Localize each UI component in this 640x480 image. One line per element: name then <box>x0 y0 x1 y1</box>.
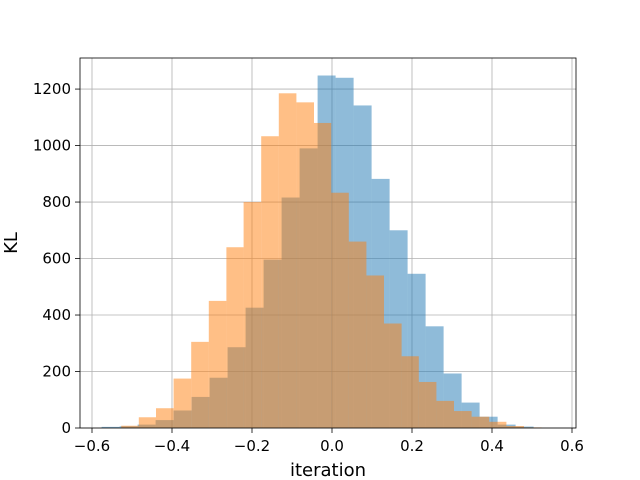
x-tick-label: 0.4 <box>480 437 504 455</box>
y-tick-label: 800 <box>42 193 71 211</box>
histogram-bar-series-2 <box>226 247 244 428</box>
y-tick-label: 400 <box>42 306 71 324</box>
histogram-bar-series-2 <box>243 202 262 428</box>
x-tick-label: 0.6 <box>560 437 584 455</box>
y-axis-label: KL <box>1 232 22 254</box>
x-tick-label: −0.6 <box>74 437 110 455</box>
histogram-bar-series-2 <box>173 378 192 428</box>
histogram-bar-series-2 <box>296 102 314 429</box>
histogram-bar-series-2 <box>506 426 524 428</box>
histogram-bar-series-2 <box>471 416 490 428</box>
histogram-bar-series-2 <box>418 381 437 428</box>
histogram-bar-series-2 <box>208 300 227 428</box>
histogram-bar-series-2 <box>489 421 507 428</box>
histogram-bar-series-2 <box>401 356 419 428</box>
x-tick-label: 0.2 <box>400 437 424 455</box>
histogram-bar-series-2 <box>156 408 174 428</box>
y-tick-label: 200 <box>42 363 71 381</box>
y-tick-label: 1000 <box>33 137 71 155</box>
plot-frame <box>79 57 577 429</box>
histogram-bar-series-2 <box>191 341 209 428</box>
x-tick-label: 0.0 <box>320 437 344 455</box>
histogram-bar-series-2 <box>436 400 454 428</box>
x-axis-ticks: −0.6 −0.4 −0.2 0.0 0.2 0.4 0.6 <box>74 428 584 455</box>
histogram-bar-series-2 <box>261 136 279 429</box>
y-axis-ticks: 0 200 400 600 800 1000 1200 <box>33 80 80 437</box>
y-tick-label: 0 <box>61 419 71 437</box>
histogram-bar-series-2 <box>278 93 297 428</box>
histogram-bar-series-2 <box>314 122 332 429</box>
histogram-bar-series-2 <box>454 411 472 428</box>
histogram-bar-series-2 <box>384 323 402 428</box>
histogram-bar-series-2 <box>331 192 349 428</box>
y-tick-label: 600 <box>42 250 71 268</box>
histogram-bar-series-2 <box>348 241 367 428</box>
x-tick-label: −0.4 <box>154 437 190 455</box>
histogram-bar-series-2 <box>121 425 139 428</box>
x-axis-label: iteration <box>290 460 366 480</box>
histogram-bars <box>101 75 542 429</box>
histogram-bar-series-2 <box>138 417 156 428</box>
histogram-bar-series-2 <box>366 275 384 428</box>
histogram-bar-series-1 <box>515 426 534 428</box>
y-tick-label: 1200 <box>33 80 71 98</box>
histogram-bar-series-1 <box>101 426 120 428</box>
x-tick-label: −0.2 <box>234 437 270 455</box>
